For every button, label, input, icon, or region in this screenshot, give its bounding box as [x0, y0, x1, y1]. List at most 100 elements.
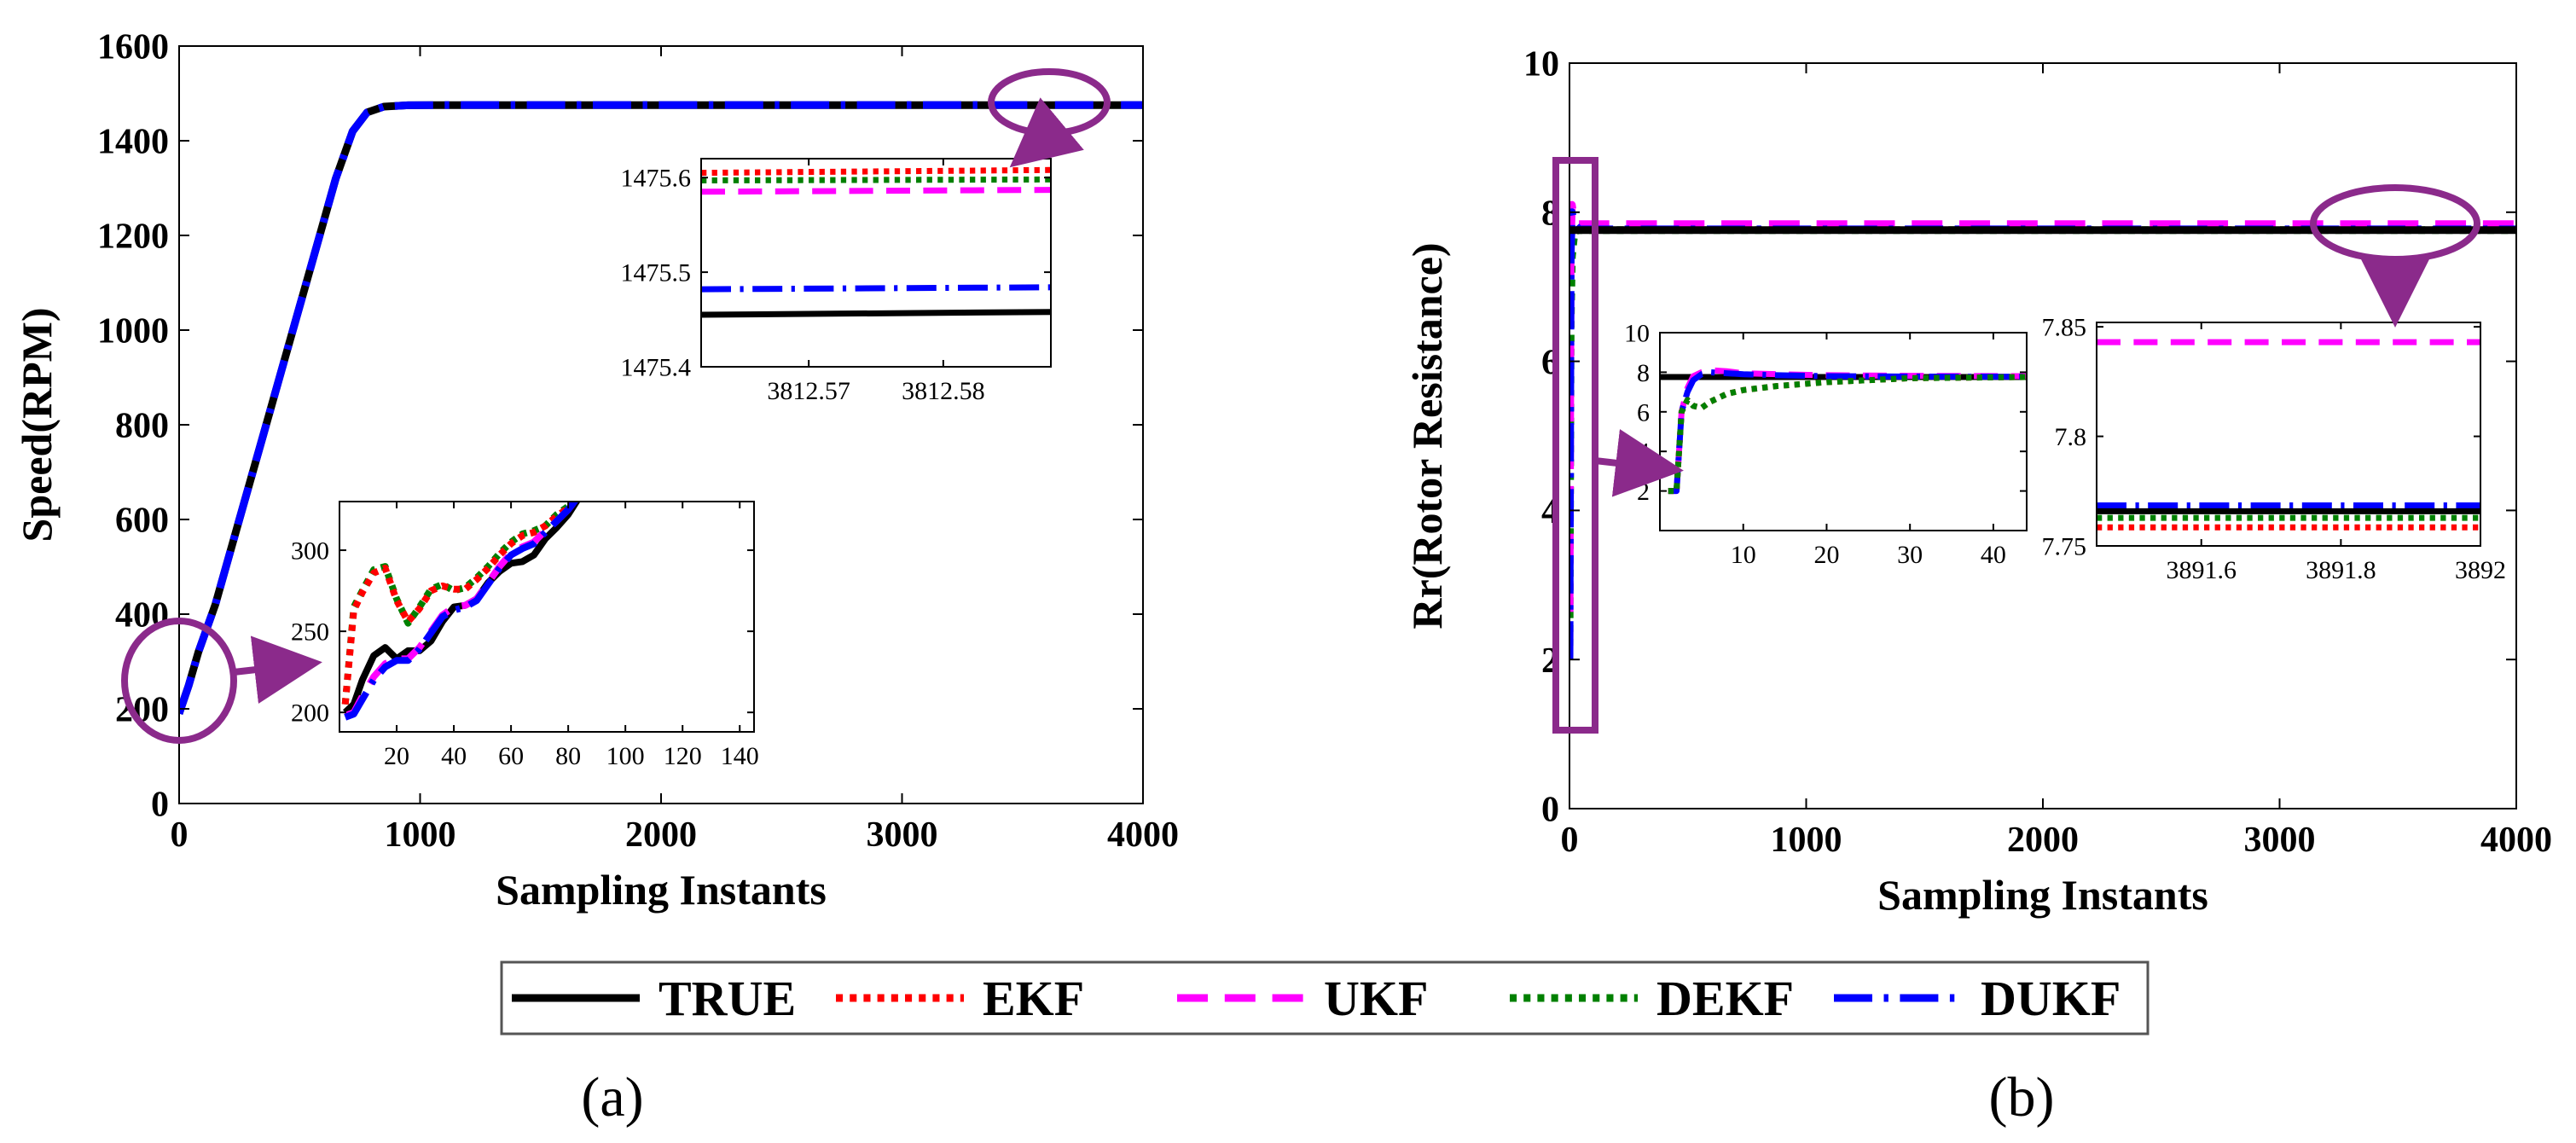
x-axis-label: Sampling Instants [1877, 871, 2208, 919]
charts-layer: 0 1000 2000 3000 400002004006008001000120014… [13, 28, 2552, 919]
plot-frame [2096, 322, 2481, 547]
x-tick-label: 3812.58 [902, 377, 985, 405]
y-tick-label: 10 [1624, 320, 1650, 348]
y-axis-label: Rr(Rotor Resistance) [1403, 242, 1451, 629]
series-group [1660, 367, 2027, 495]
series-line-dukf [179, 101, 1143, 715]
series-group [179, 101, 1143, 715]
series-line-dukf [701, 284, 1051, 293]
panel-label-b: (b) [1989, 1066, 2055, 1128]
legend-label: DUKF [1981, 971, 2121, 1026]
series-group [701, 166, 1051, 318]
x-tick-label: 80 [555, 742, 581, 770]
zoom-arrow-b-start [1594, 429, 1684, 497]
x-tick-label: 3891.8 [2306, 556, 2376, 584]
x-tick-label: 0 [171, 815, 189, 855]
y-tick-label: 8 [1637, 359, 1650, 387]
zoom-arrow-a-end [1009, 97, 1084, 168]
y-tick-label: 7.8 [2055, 423, 2087, 451]
y-tick-label: 0 [151, 786, 169, 825]
x-tick-label: 1000 [1771, 821, 1842, 860]
panel-label-a: (a) [581, 1066, 643, 1128]
series-group [2097, 339, 2480, 531]
x-axis-label: Sampling Instants [496, 866, 827, 914]
series-line-ukf [701, 187, 1051, 195]
x-tick-label: 2000 [625, 815, 697, 855]
plot-area [1660, 333, 2027, 531]
y-tick-label: 2 [1637, 478, 1650, 506]
x-tick-label: 140 [721, 742, 759, 770]
x-tick-label: 20 [1813, 541, 1839, 569]
x-tick-label: 0 [1561, 821, 1579, 860]
y-tick-label: 10 [1523, 45, 1559, 84]
y-axis-label: Speed(RPM) [13, 308, 61, 542]
legend: TRUE EKF UKF DEKF DUKF [500, 960, 2150, 1036]
series-line-ekf [701, 166, 1051, 177]
y-tick-label: 1475.4 [621, 354, 692, 382]
x-tick-label: 3892 [2455, 556, 2506, 584]
series-line-dukf [1668, 368, 2027, 495]
zoom-ellipse-a-start [121, 618, 237, 744]
chart-a-inset-top: 3812.57 3812.58 1475.4 1475.5 1475.6 [621, 158, 1052, 405]
y-tick-label: 300 [291, 537, 329, 566]
zoom-arrow-a-start [233, 635, 322, 704]
x-tick-label: 2000 [2007, 821, 2079, 860]
x-tick-label: 3891.6 [2166, 556, 2237, 584]
series-group [341, 502, 581, 721]
plot-frame [339, 501, 755, 733]
x-tick-label: 3000 [867, 815, 938, 855]
y-tick-label: 7.85 [2042, 314, 2087, 342]
y-tick-label: 1000 [97, 312, 169, 351]
x-tick-label: 60 [498, 742, 524, 770]
y-tick-label: 800 [115, 407, 169, 446]
x-tick-label: 3812.57 [767, 377, 850, 405]
x-tick-label: 4000 [1107, 815, 1179, 855]
x-tick-label: 40 [1981, 541, 2006, 569]
x-tick-label: 120 [664, 742, 702, 770]
y-tick-label: 1475.6 [621, 165, 692, 193]
series-line-dekf [701, 176, 1051, 183]
chart-b-inset-left: 10 20 30 40 2 4 6 8 10 [1624, 320, 2028, 569]
x-tick-label: 100 [606, 742, 645, 770]
zoom-annotations [121, 68, 2480, 744]
y-tick-label: 0 [1541, 791, 1559, 830]
y-tick-label: 7.75 [2042, 533, 2087, 561]
legend-box [500, 960, 2150, 1036]
legend-label: DEKF [1656, 971, 1794, 1026]
zoom-rect-b-start [1552, 157, 1598, 734]
legend-label: EKF [983, 971, 1084, 1026]
x-tick-label: 3000 [2244, 821, 2316, 860]
y-tick-label: 1600 [97, 28, 169, 67]
y-tick-label: 200 [291, 699, 329, 728]
legend-entry-dukf: DUKF [1834, 971, 2121, 1026]
x-tick-label: 30 [1897, 541, 1923, 569]
chart-a-inset-bottom: 20 40 60 80 100 120 140 200 250 300 [291, 501, 759, 770]
legend-entry-true: TRUE [512, 971, 796, 1026]
y-tick-label: 6 [1637, 398, 1650, 426]
y-tick-label: 250 [291, 618, 329, 647]
y-tick-label: 1475.5 [621, 259, 692, 287]
series-line-dekf [1668, 374, 2027, 495]
plot-frame [700, 158, 1052, 368]
legend-entry-ukf: UKF [1177, 971, 1428, 1026]
series-line-ekf [341, 502, 579, 705]
x-tick-label: 1000 [385, 815, 456, 855]
y-tick-label: 1200 [97, 218, 169, 257]
series-line-dukf [344, 502, 579, 721]
series-line-true [701, 309, 1051, 318]
chart-b-inset-right: 3891.6 3891.8 3892 7.75 7.8 7.85 [2042, 314, 2507, 584]
y-tick-label: 4 [1637, 438, 1650, 467]
legend-label: TRUE [659, 971, 796, 1026]
series-line-true [342, 502, 581, 716]
legend-entry-ekf: EKF [836, 971, 1084, 1026]
x-tick-label: 40 [441, 742, 467, 770]
legend-items: TRUE EKF UKF DEKF DUKF [512, 971, 2121, 1026]
x-tick-label: 20 [384, 742, 409, 770]
x-tick-label: 10 [1731, 541, 1756, 569]
legend-label: UKF [1324, 971, 1428, 1026]
y-tick-label: 400 [115, 596, 169, 635]
legend-entry-dekf: DEKF [1510, 971, 1794, 1026]
y-tick-label: 600 [115, 502, 169, 541]
y-tick-label: 1400 [97, 123, 169, 162]
